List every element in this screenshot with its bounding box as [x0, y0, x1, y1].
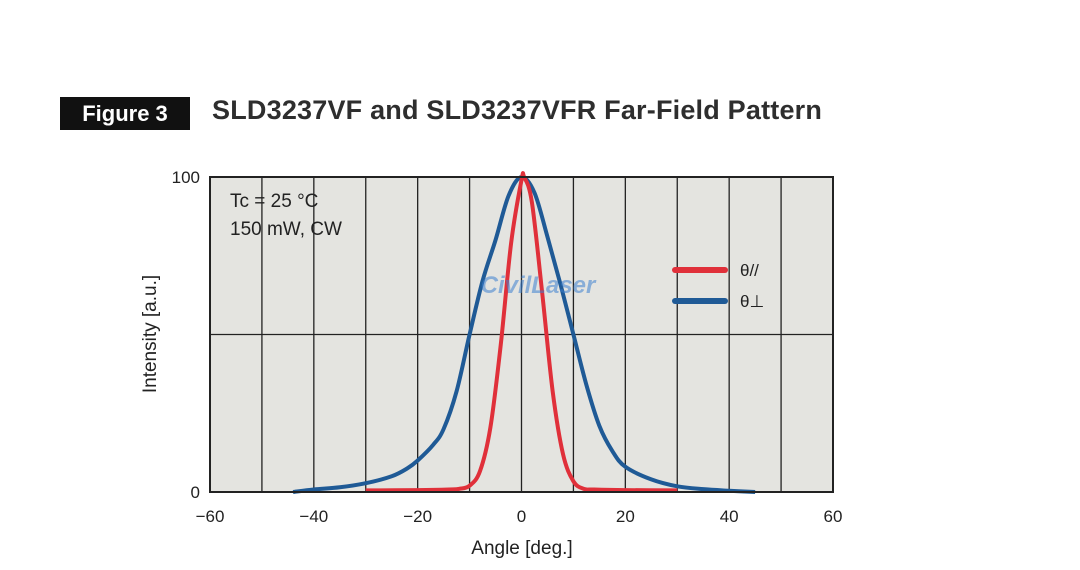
figure-label: Figure 3 [60, 97, 190, 130]
legend: θ// θ⊥ [672, 261, 764, 311]
y-tick-label: 0 [191, 483, 200, 502]
plot-frame [209, 176, 834, 493]
y-axis-label: Intensity [a.u.] [140, 275, 161, 393]
legend-label: θ⊥ [740, 292, 764, 311]
series-line-0 [365, 171, 678, 493]
x-tick-label: 20 [616, 507, 635, 526]
chart-title: SLD3237VF and SLD3237VFR Far-Field Patte… [212, 95, 823, 125]
x-tick-label: −60 [196, 507, 225, 526]
series-line-1 [292, 175, 756, 494]
x-axis-label: Angle [deg.] [471, 538, 572, 559]
x-tick-label: 60 [824, 507, 843, 526]
y-tick-label: 100 [172, 168, 200, 187]
tick-labels: −60 −40 −20 0 20 40 60 0 100 [172, 168, 843, 526]
x-tick-label: −20 [403, 507, 432, 526]
legend-label: θ// [740, 261, 759, 280]
watermark: CivilLaser [481, 272, 597, 299]
series-group [292, 171, 756, 494]
x-tick-label: 40 [720, 507, 739, 526]
x-tick-label: 0 [517, 507, 526, 526]
annotation-temperature: Tc = 25 °C [230, 191, 318, 212]
x-tick-label: −40 [299, 507, 328, 526]
annotation-power: 150 mW, CW [230, 219, 342, 240]
